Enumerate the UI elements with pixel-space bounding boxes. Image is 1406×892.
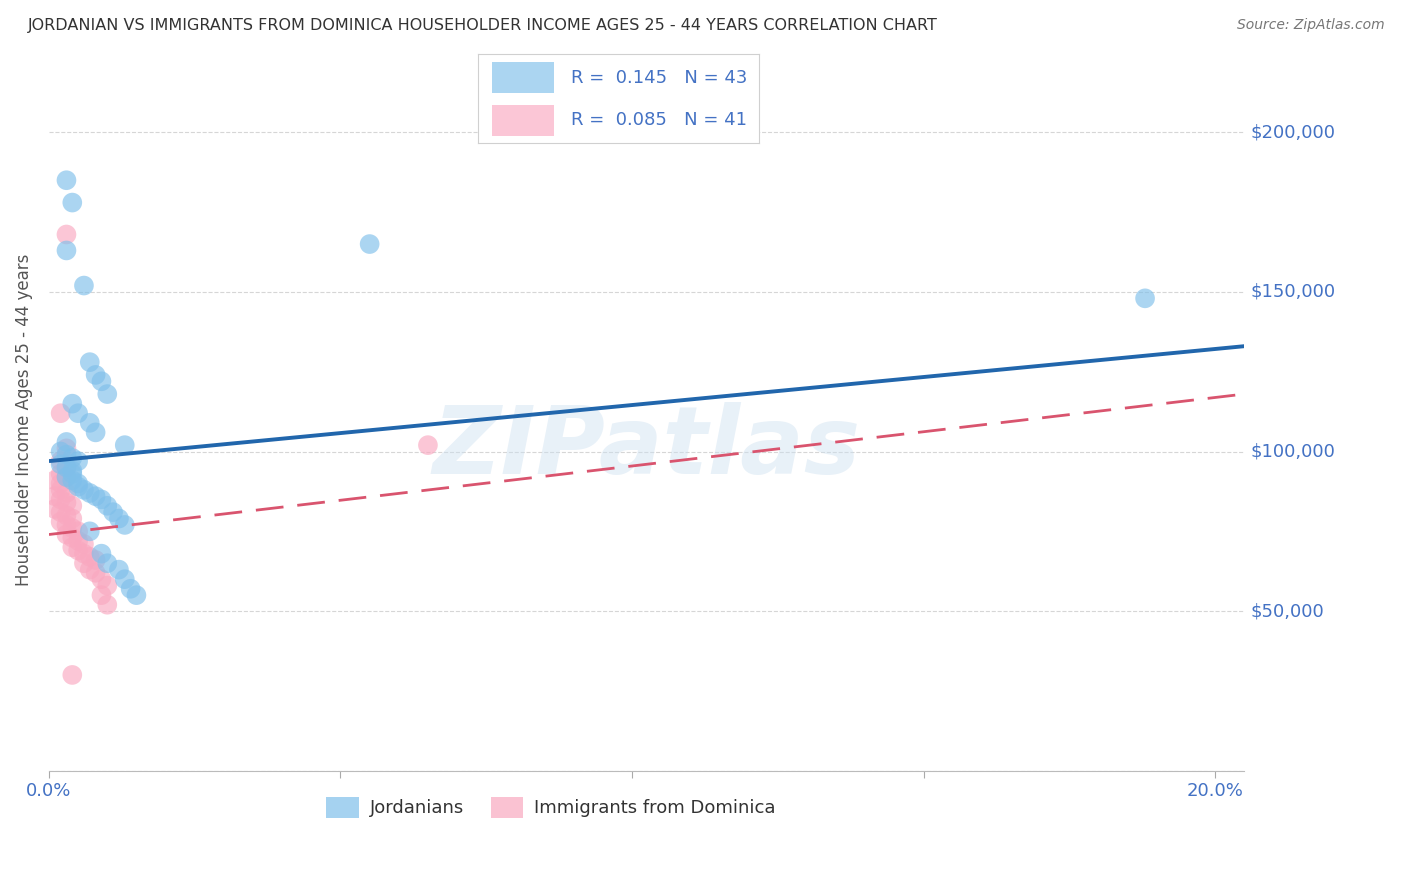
Point: [84, 566, 107, 580]
Point: [49, 483, 72, 497]
Point: [73, 547, 96, 561]
Point: [55, 470, 77, 484]
Point: [60, 467, 83, 481]
Point: [49, 476, 72, 491]
Point: [60, 499, 83, 513]
Point: [1133, 291, 1156, 305]
Text: R =  0.145   N = 43: R = 0.145 N = 43: [571, 69, 747, 87]
Point: [101, 505, 124, 519]
Point: [67, 454, 90, 468]
Point: [60, 511, 83, 525]
Point: [114, 572, 136, 586]
Point: [90, 492, 112, 507]
Point: [114, 438, 136, 452]
Point: [55, 442, 77, 456]
Point: [55, 434, 77, 449]
Bar: [492, 62, 554, 93]
Point: [84, 368, 107, 382]
Point: [96, 578, 118, 592]
Bar: [492, 105, 554, 136]
Point: [96, 598, 118, 612]
Point: [73, 483, 96, 497]
Point: [96, 387, 118, 401]
Point: [79, 549, 101, 564]
Point: [49, 515, 72, 529]
Point: [55, 227, 77, 242]
Point: [60, 668, 83, 682]
Point: [90, 572, 112, 586]
Point: [55, 486, 77, 500]
Point: [96, 556, 118, 570]
Point: [55, 460, 77, 475]
Point: [49, 505, 72, 519]
Point: [416, 438, 439, 452]
Point: [49, 458, 72, 472]
Point: [67, 406, 90, 420]
Text: JORDANIAN VS IMMIGRANTS FROM DOMINICA HOUSEHOLDER INCOME AGES 25 - 44 YEARS CORR: JORDANIAN VS IMMIGRANTS FROM DOMINICA HO…: [28, 18, 938, 33]
Point: [84, 553, 107, 567]
Point: [79, 355, 101, 369]
Point: [90, 374, 112, 388]
Point: [49, 454, 72, 468]
Text: $150,000: $150,000: [1250, 283, 1336, 301]
Point: [67, 480, 90, 494]
Point: [90, 547, 112, 561]
Text: $50,000: $50,000: [1250, 602, 1324, 620]
Point: [60, 531, 83, 545]
Point: [55, 495, 77, 509]
Point: [120, 582, 142, 596]
Point: [114, 517, 136, 532]
Point: [60, 397, 83, 411]
Point: [79, 486, 101, 500]
Text: ZIPatlas: ZIPatlas: [433, 401, 860, 493]
Point: [49, 467, 72, 481]
Point: [108, 511, 131, 525]
Point: [73, 278, 96, 293]
Point: [84, 489, 107, 503]
Point: [44, 502, 66, 516]
Point: [359, 237, 381, 252]
Text: Source: ZipAtlas.com: Source: ZipAtlas.com: [1237, 18, 1385, 32]
Point: [60, 195, 83, 210]
Point: [90, 588, 112, 602]
Point: [67, 543, 90, 558]
Text: R =  0.085   N = 41: R = 0.085 N = 41: [571, 112, 747, 129]
Point: [55, 460, 77, 475]
Point: [55, 470, 77, 484]
Point: [73, 537, 96, 551]
Point: [44, 473, 66, 487]
Point: [49, 444, 72, 458]
Point: [67, 476, 90, 491]
Point: [60, 521, 83, 535]
Point: [49, 492, 72, 507]
Point: [84, 425, 107, 440]
Point: [44, 489, 66, 503]
Point: [96, 499, 118, 513]
Point: [67, 524, 90, 539]
Point: [49, 406, 72, 420]
Text: $200,000: $200,000: [1250, 123, 1336, 141]
Point: [55, 448, 77, 462]
Point: [55, 244, 77, 258]
Point: [73, 556, 96, 570]
Point: [125, 588, 148, 602]
Point: [79, 524, 101, 539]
Point: [55, 508, 77, 523]
Text: $100,000: $100,000: [1250, 442, 1336, 460]
Point: [55, 517, 77, 532]
Point: [79, 563, 101, 577]
Point: [60, 473, 83, 487]
Point: [60, 541, 83, 555]
Point: [60, 464, 83, 478]
Point: [55, 173, 77, 187]
Legend: Jordanians, Immigrants from Dominica: Jordanians, Immigrants from Dominica: [319, 789, 783, 825]
Point: [67, 533, 90, 548]
Point: [55, 527, 77, 541]
Point: [60, 450, 83, 465]
Point: [79, 416, 101, 430]
Y-axis label: Householder Income Ages 25 - 44 years: Householder Income Ages 25 - 44 years: [15, 253, 32, 586]
Point: [108, 563, 131, 577]
